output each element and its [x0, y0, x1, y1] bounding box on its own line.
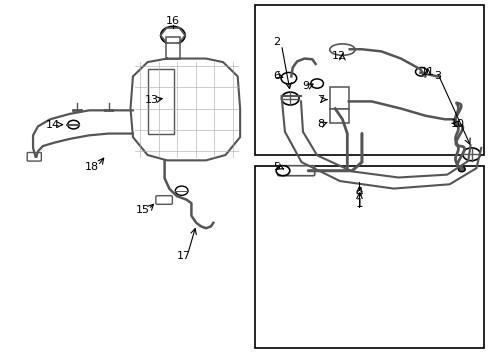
Text: 13: 13 [145, 95, 158, 105]
Bar [166, 37, 180, 59]
Text: 1: 1 [356, 197, 363, 210]
Bar [147, 69, 174, 134]
Text: 10: 10 [451, 118, 465, 129]
Bar [255, 166, 484, 348]
Text: 16: 16 [166, 16, 180, 26]
Circle shape [416, 67, 427, 76]
Text: 8: 8 [317, 118, 324, 129]
Circle shape [281, 72, 296, 84]
Text: 12: 12 [332, 51, 346, 61]
Text: 7: 7 [317, 95, 324, 105]
Circle shape [463, 148, 480, 161]
Text: 9: 9 [302, 81, 310, 91]
Bar [330, 109, 349, 123]
Text: 15: 15 [136, 205, 149, 215]
FancyBboxPatch shape [156, 196, 172, 204]
Circle shape [282, 92, 299, 105]
Ellipse shape [330, 44, 355, 55]
Circle shape [459, 167, 465, 172]
Text: 6: 6 [273, 71, 280, 81]
Text: 18: 18 [84, 162, 98, 172]
Text: 14: 14 [46, 120, 60, 130]
Circle shape [68, 120, 79, 129]
Circle shape [161, 26, 185, 44]
FancyBboxPatch shape [278, 166, 315, 176]
Text: 11: 11 [421, 67, 435, 77]
Text: 2: 2 [273, 37, 280, 48]
Text: 17: 17 [177, 251, 191, 261]
Bar [255, 5, 484, 155]
Circle shape [175, 186, 188, 195]
Text: 3: 3 [434, 71, 441, 81]
FancyBboxPatch shape [27, 153, 41, 161]
Text: 5: 5 [273, 162, 280, 172]
Text: 4: 4 [356, 186, 363, 199]
Bar [330, 87, 349, 109]
Circle shape [311, 79, 323, 88]
Circle shape [276, 166, 290, 176]
